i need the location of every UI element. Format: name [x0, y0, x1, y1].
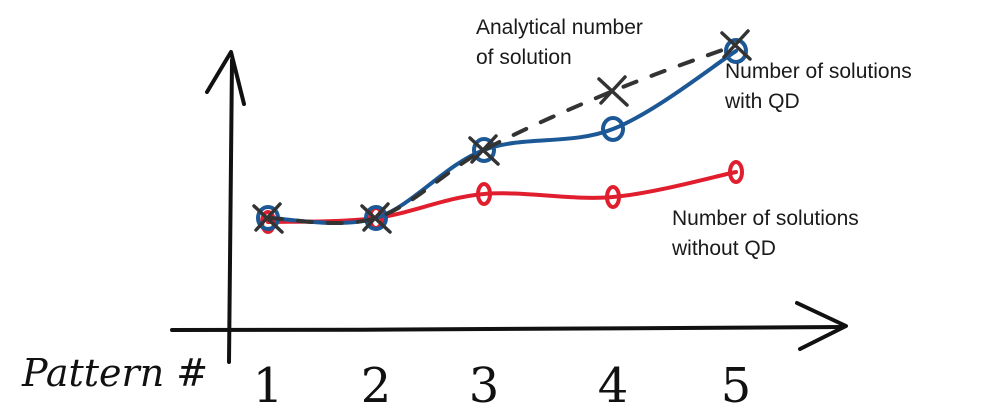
- series-line-1: [266, 49, 738, 225]
- series-1-point-2: [364, 205, 388, 231]
- series-0-point-5: [720, 29, 752, 61]
- x-tick-label-2: 2: [361, 358, 392, 414]
- series-line-2: [266, 170, 738, 224]
- y-axis-arrowhead: [205, 50, 246, 106]
- series-label-with-qd: Number of solutions with QD: [724, 60, 918, 113]
- series-0-point-3: [468, 134, 500, 166]
- x-tick-label-1: 1: [253, 358, 284, 414]
- series-0-point-1: [252, 202, 284, 234]
- series-1-point-5: [724, 38, 748, 64]
- x-tick-label-5: 5: [721, 358, 752, 414]
- series-2-point-3: [476, 182, 492, 206]
- series-0: [252, 29, 752, 234]
- y-axis: [227, 58, 234, 364]
- series-label-analytical: Analytical number of solution: [476, 16, 649, 69]
- series-line-0: [266, 43, 738, 225]
- series-2-point-4: [605, 185, 621, 209]
- series-0-point-2: [360, 202, 392, 234]
- x-axis-title: Pattern #: [21, 351, 208, 395]
- series-layer: [252, 29, 752, 234]
- series-label-without-qd: Number of solutions without QD: [671, 207, 865, 260]
- series-0-point-4: [597, 75, 629, 107]
- x-axis: [170, 325, 844, 332]
- series-1-point-3: [472, 137, 496, 163]
- x-tick-labels: 1 2 3 4 5: [253, 358, 752, 414]
- x-axis-arrowhead: [795, 301, 848, 351]
- x-tick-label-4: 4: [598, 358, 629, 414]
- series-2-point-5: [728, 160, 744, 184]
- series-1-point-4: [601, 116, 625, 142]
- x-tick-label-3: 3: [469, 358, 500, 414]
